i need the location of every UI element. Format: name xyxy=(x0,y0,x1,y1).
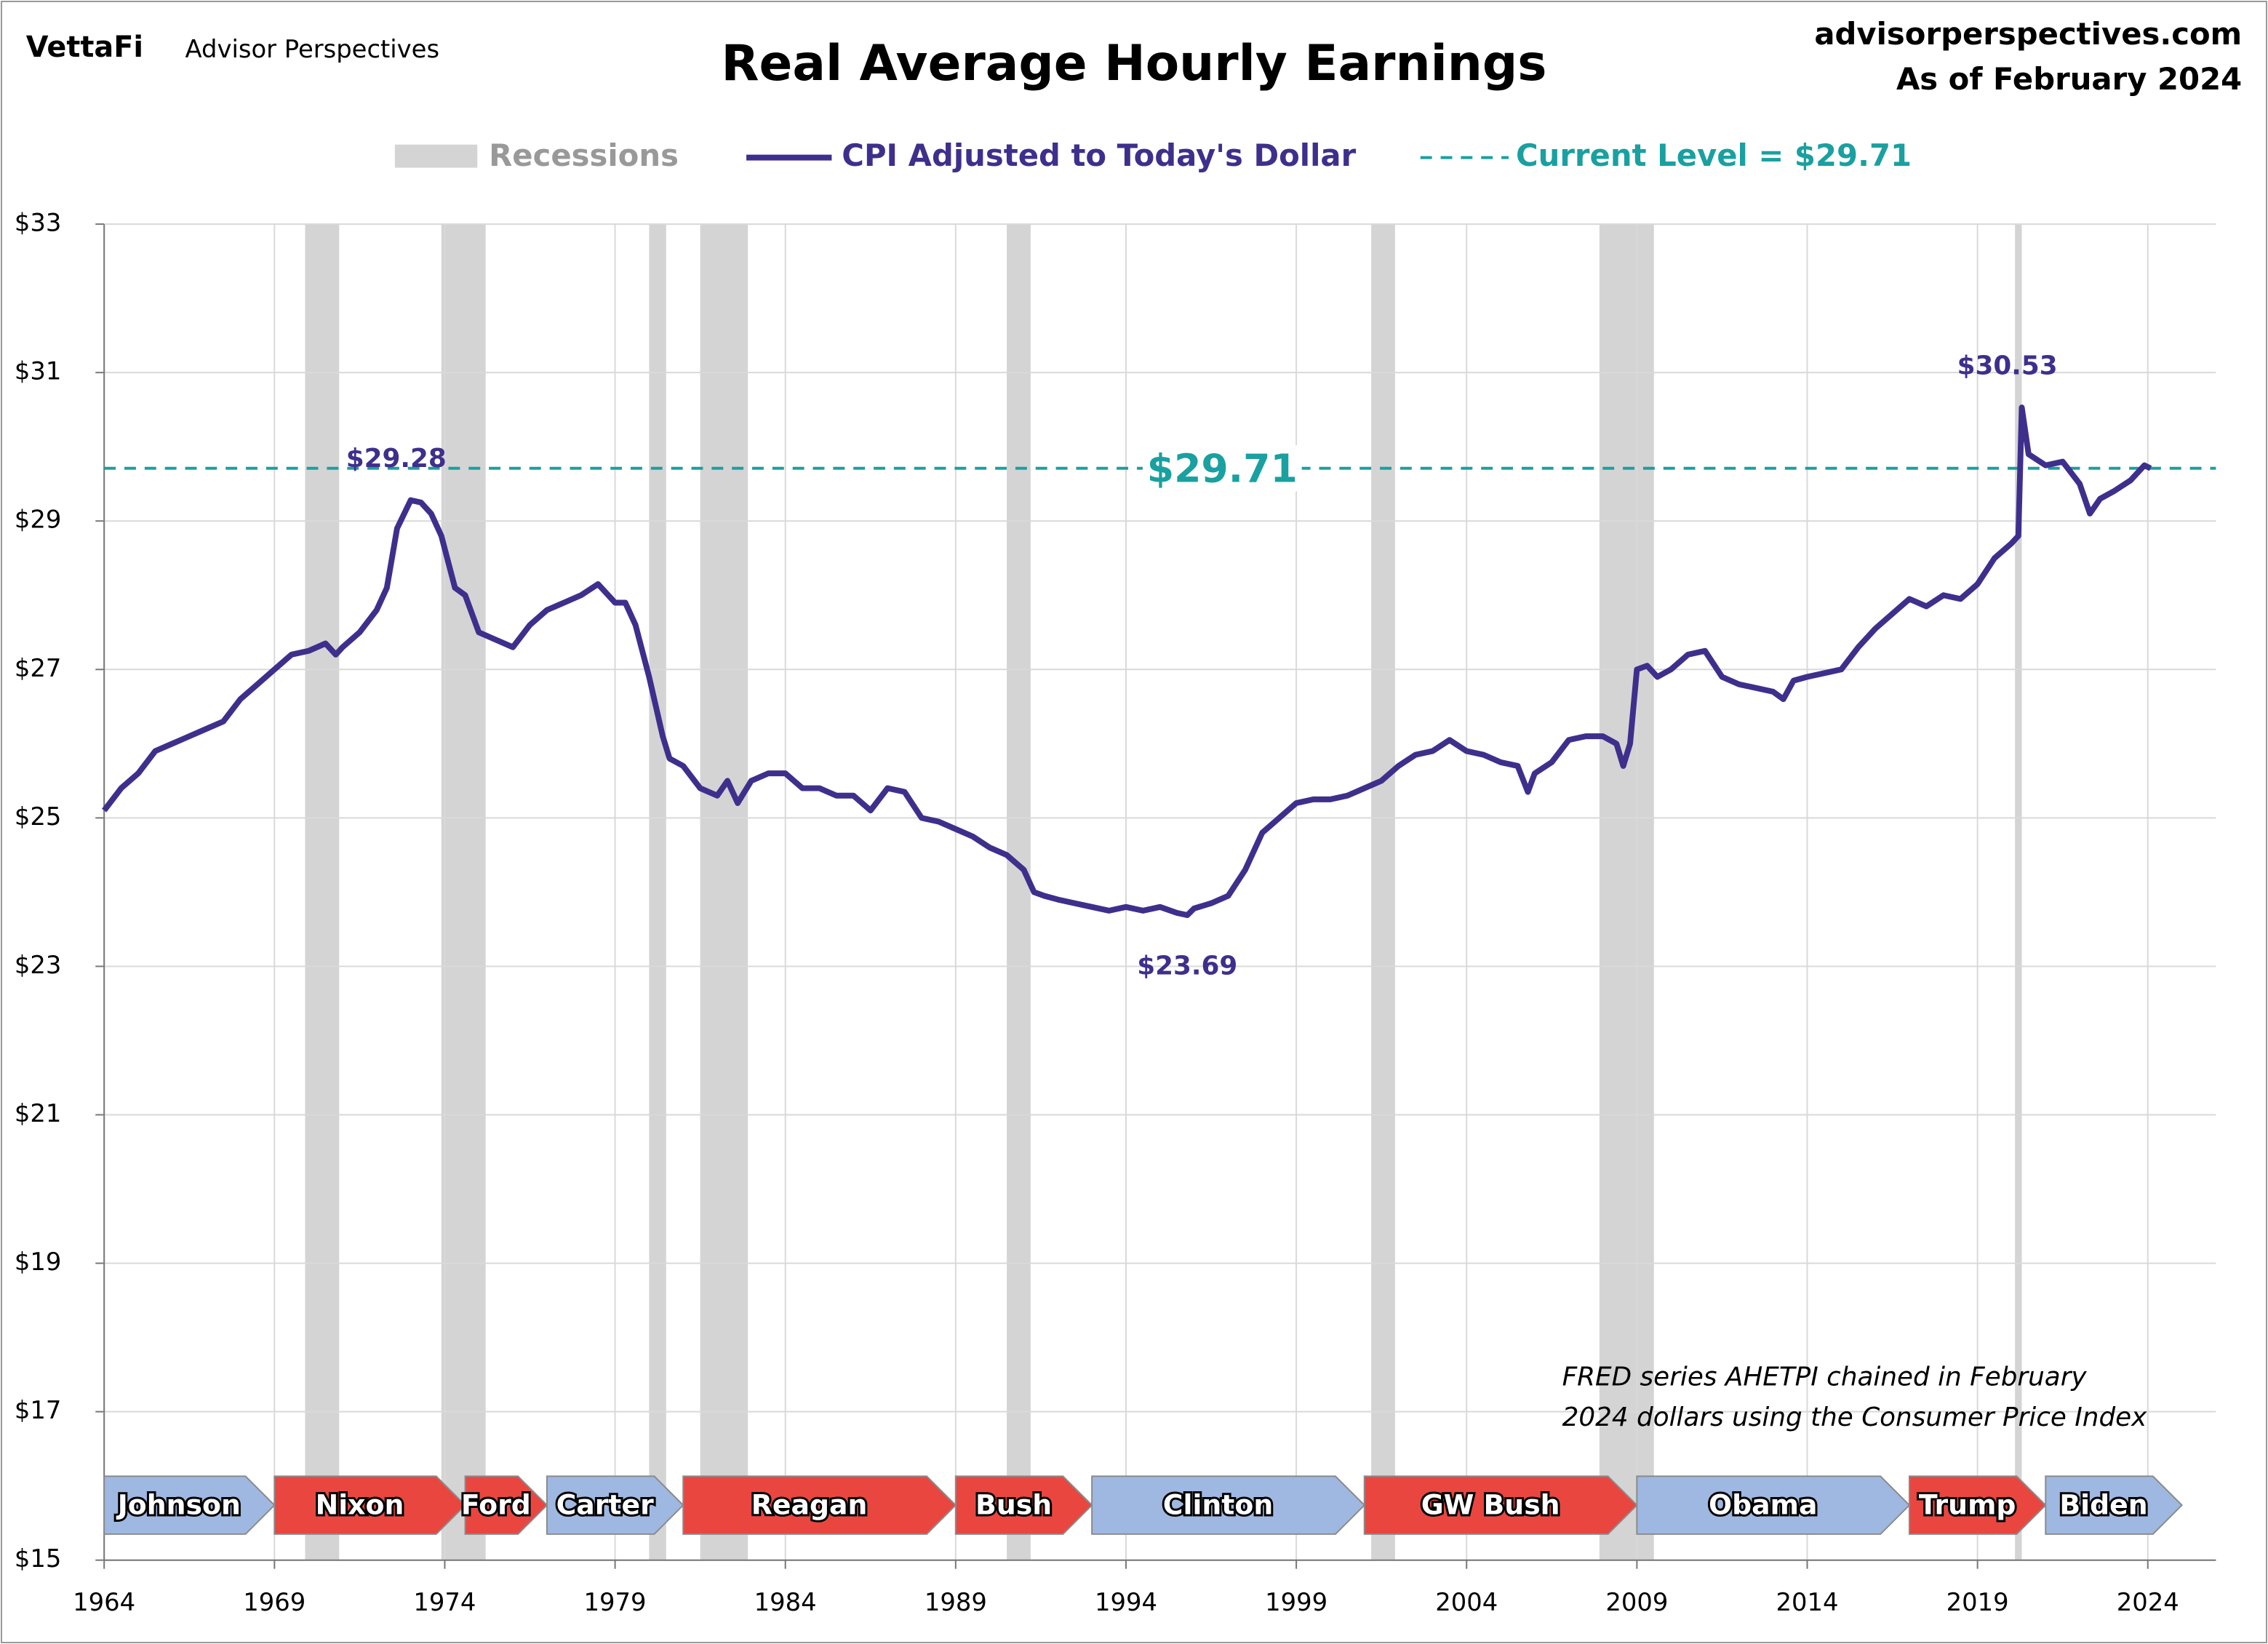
recession-band xyxy=(1007,224,1031,1560)
president-arrow xyxy=(682,1475,957,1535)
recession-band xyxy=(441,224,486,1560)
president-arrow xyxy=(464,1475,548,1535)
x-tick-label: 1989 xyxy=(925,1588,987,1616)
x-tick-label: 2019 xyxy=(1946,1588,2009,1616)
y-tick-label: $33 xyxy=(15,209,61,237)
as-of: As of February 2024 xyxy=(1896,61,2242,97)
annotation: $30.53 xyxy=(1957,351,2058,380)
y-tick-label: $21 xyxy=(15,1099,61,1128)
y-tick-label: $19 xyxy=(15,1248,61,1276)
president-label: Obama xyxy=(1709,1489,1818,1521)
president-label: Nixon xyxy=(316,1489,404,1521)
president-arrow xyxy=(1091,1475,1366,1535)
publisher: Advisor Perspectives xyxy=(185,35,440,63)
recession-band xyxy=(2015,224,2022,1560)
reference-label-bg xyxy=(1142,444,1302,492)
x-tick-label: 1994 xyxy=(1095,1588,1157,1616)
series-line xyxy=(102,404,2152,919)
y-tick-label: $25 xyxy=(15,802,61,831)
x-tick-label: 1964 xyxy=(73,1588,135,1616)
president-label: GW Bush xyxy=(1421,1489,1560,1521)
recession-band xyxy=(305,224,340,1560)
note: FRED series AHETPI chained in February xyxy=(1562,1362,2088,1392)
y-tick-label: $15 xyxy=(15,1544,61,1573)
legend-label: CPI Adjusted to Today's Dollar xyxy=(842,137,1356,173)
x-tick-label: 1984 xyxy=(754,1588,817,1616)
y-tick-label: $31 xyxy=(15,357,61,386)
president-label: Ford xyxy=(461,1489,531,1521)
legend-label: Recessions xyxy=(489,137,679,173)
president-arrow xyxy=(546,1475,684,1535)
president-arrow xyxy=(103,1475,276,1535)
recession-band xyxy=(700,224,748,1560)
president-arrow xyxy=(1908,1475,2047,1535)
president-arrow xyxy=(273,1475,466,1535)
recession-band xyxy=(649,224,666,1560)
president-label: Clinton xyxy=(1163,1489,1273,1521)
x-tick-label: 1979 xyxy=(584,1588,647,1616)
president-arrow xyxy=(1363,1475,1638,1535)
reference-label: $29.71 xyxy=(1147,445,1298,491)
y-tick-label: $17 xyxy=(15,1396,61,1424)
chart-title: Real Average Hourly Earnings xyxy=(721,34,1546,92)
president-label: Bush xyxy=(975,1489,1052,1521)
x-tick-label: 1974 xyxy=(413,1588,476,1616)
x-tick-label: 1969 xyxy=(243,1588,306,1616)
president-label: Trump xyxy=(1919,1489,2016,1521)
president-label: Carter xyxy=(556,1489,655,1521)
president-label: Reagan xyxy=(751,1489,868,1521)
president-label: Biden xyxy=(2059,1489,2147,1521)
x-tick-label: 2004 xyxy=(1435,1588,1498,1616)
recession-band xyxy=(1371,224,1395,1560)
recession-band xyxy=(1599,224,1654,1560)
legend-swatch xyxy=(394,144,478,168)
annotation: $23.69 xyxy=(1137,951,1237,981)
president-arrow xyxy=(2045,1475,2183,1535)
president-label: Johnson xyxy=(116,1489,241,1521)
x-tick-label: 1999 xyxy=(1265,1588,1327,1616)
y-tick-label: $23 xyxy=(15,951,61,979)
site: advisorperspectives.com xyxy=(1814,16,2242,52)
y-tick-label: $29 xyxy=(15,506,61,534)
legend-label: Current Level = $29.71 xyxy=(1516,137,1912,173)
president-arrow xyxy=(954,1475,1093,1535)
note: 2024 dollars using the Consumer Price In… xyxy=(1562,1402,2148,1432)
brand: VettaFi xyxy=(26,31,143,64)
y-tick-label: $27 xyxy=(15,654,61,682)
x-tick-label: 2009 xyxy=(1605,1588,1668,1616)
annotation: $29.28 xyxy=(346,444,447,474)
x-tick-label: 2024 xyxy=(2117,1588,2179,1616)
president-arrow xyxy=(1636,1475,1911,1535)
x-tick-label: 2014 xyxy=(1776,1588,1838,1616)
